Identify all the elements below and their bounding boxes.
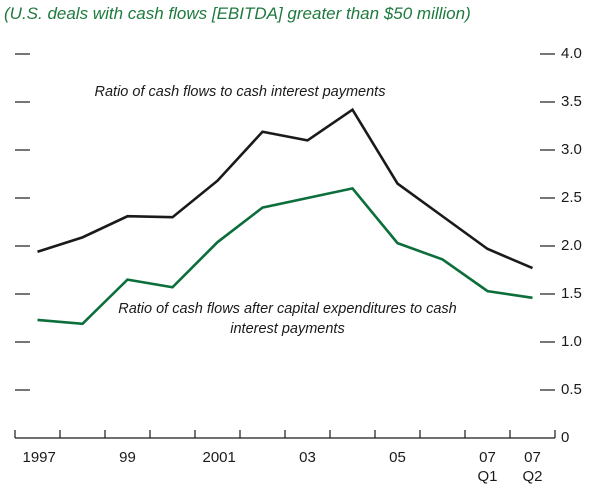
y-tick-label: 4.0 [561,45,582,62]
x-tick-label: 07 Q1 [477,449,498,485]
series-line [37,107,534,270]
series-label: Ratio of cash flows after capital expend… [118,301,457,337]
x-tick-label: 99 [119,449,136,466]
y-tick-label: 1.5 [561,285,582,302]
y-tick-label: 3.0 [561,141,582,158]
y-tick-label: 1.0 [561,333,582,350]
y-tick-label: 2.0 [561,237,582,254]
y-tick-label: 2.5 [561,189,582,206]
y-tick-label: 3.5 [561,93,582,110]
series-line [37,186,533,326]
x-tick-label: 05 [389,449,406,466]
chart-subtitle: (U.S. deals with cash flows [EBITDA] gre… [4,4,471,23]
x-tick-label: 07 Q2 [522,449,543,485]
series-label: Ratio of cash flows to cash interest pay… [94,84,386,100]
x-tick-label: 2001 [202,449,236,466]
x-tick-label: 1997 [22,449,56,466]
x-tick-label: 03 [299,449,316,466]
y-tick-label: 0 [561,429,569,446]
y-tick-label: 0.5 [561,381,582,398]
